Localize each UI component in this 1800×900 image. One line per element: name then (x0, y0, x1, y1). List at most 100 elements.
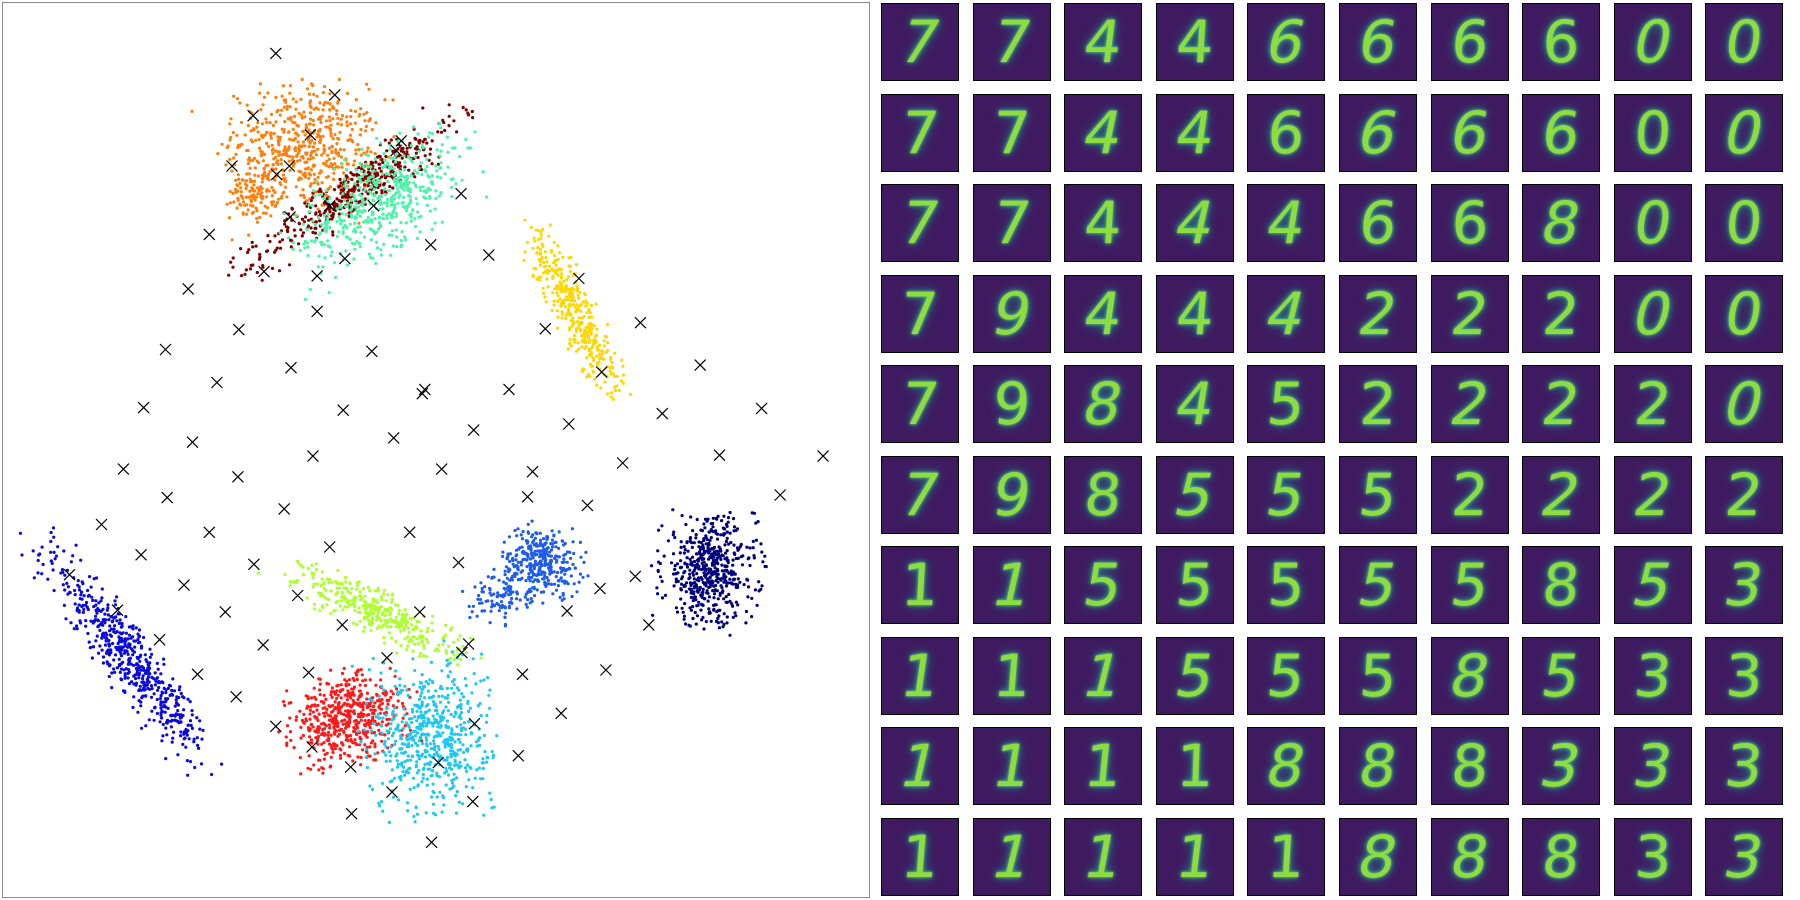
scatter-point (338, 690, 342, 694)
scatter-point (380, 598, 384, 602)
scatter-point (351, 690, 355, 695)
scatter-point (238, 101, 242, 105)
scatter-point (563, 289, 568, 293)
scatter-point (379, 200, 383, 204)
scatter-point (422, 654, 426, 658)
scatter-point (349, 696, 353, 700)
scatter-point (588, 311, 592, 315)
scatter-point (710, 556, 714, 560)
scatter-point (435, 712, 439, 716)
scatter-point (307, 203, 311, 207)
scatter-point (504, 565, 509, 569)
scatter-point (244, 268, 248, 272)
scatter-point (755, 603, 759, 608)
scatter-point (439, 724, 443, 728)
scatter-point (329, 764, 333, 768)
scatter-point (356, 183, 360, 187)
scatter-point (720, 586, 724, 590)
scatter-point (440, 810, 444, 814)
scatter-point (508, 552, 512, 556)
scatter-point (311, 156, 315, 160)
scatter-point (711, 547, 715, 551)
scatter-point (324, 125, 328, 129)
scatter-point (372, 708, 376, 712)
scatter-point (552, 240, 556, 244)
scatter-point (740, 563, 745, 567)
scatter-point (289, 118, 293, 122)
scatter-point (559, 267, 564, 271)
scatter-point (685, 556, 689, 560)
scatter-point (349, 738, 353, 742)
scatter-point (266, 172, 271, 177)
scatter-point (344, 249, 348, 253)
scatter-point (334, 275, 338, 279)
scatter-point (279, 158, 283, 162)
scatter-point (381, 691, 385, 696)
scatter-point (322, 741, 326, 745)
scatter-point (546, 546, 550, 550)
scatter-point (542, 265, 547, 269)
scatter-point (394, 739, 398, 743)
scatter-point (252, 183, 256, 187)
scatter-point (436, 649, 440, 653)
scatter-point (335, 207, 339, 211)
scatter-point (285, 689, 289, 693)
scatter-point (264, 211, 268, 215)
scatter-point (414, 151, 418, 155)
scatter-point (561, 299, 565, 303)
scatter-point (660, 524, 664, 528)
scatter-point (334, 148, 338, 152)
scatter-point (404, 185, 408, 189)
scatter-point (717, 614, 721, 618)
scatter-point (312, 172, 316, 176)
scatter-point (253, 179, 257, 183)
scatter-point (86, 631, 90, 636)
scatter-point (363, 129, 368, 133)
scatter-point (547, 264, 552, 268)
scatter-point (267, 144, 271, 149)
scatter-point (428, 196, 432, 200)
scatter-point (371, 199, 376, 203)
scatter-point (186, 723, 191, 727)
scatter-point (51, 568, 55, 572)
scatter-point (141, 680, 145, 684)
scatter-point (436, 744, 440, 749)
scatter-point (439, 130, 444, 134)
scatter-point (318, 219, 322, 223)
scatter-point (298, 248, 302, 252)
scatter-point (314, 729, 319, 733)
scatter-point (409, 732, 413, 736)
scatter-point (388, 147, 392, 151)
scatter-point (381, 216, 386, 221)
scatter-point (186, 773, 190, 777)
scatter-point (308, 184, 312, 188)
scatter-point (383, 618, 387, 622)
scatter-point (344, 186, 348, 190)
scatter-point (244, 195, 248, 199)
scatter-point (478, 597, 483, 602)
scatter-point (551, 291, 555, 295)
scatter-point (344, 204, 348, 209)
scatter-point (689, 515, 693, 519)
scatter-point (412, 814, 416, 819)
scatter-point (452, 691, 456, 695)
scatter-point (388, 727, 392, 731)
scatter-point (127, 662, 131, 666)
scatter-point (530, 564, 534, 568)
scatter-point (426, 717, 430, 721)
scatter-point (595, 354, 599, 358)
scatter-point (499, 600, 504, 604)
scatter-point (545, 260, 549, 264)
scatter-point (304, 719, 308, 723)
scatter-point (447, 103, 451, 107)
scatter-point (395, 726, 399, 730)
scatter-point (321, 706, 325, 710)
scatter-point (396, 201, 400, 205)
scatter-point (378, 617, 382, 621)
scatter-point (725, 615, 729, 619)
scatter-point (583, 291, 587, 296)
scatter-point (425, 157, 429, 161)
scatter-point (280, 108, 284, 112)
scatter-point (569, 255, 573, 260)
scatter-point (433, 721, 437, 725)
